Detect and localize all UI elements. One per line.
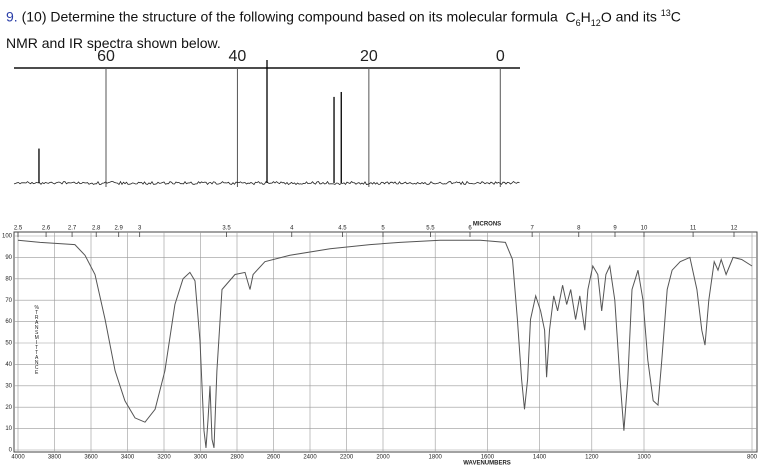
x-tick-label: 2400 (303, 455, 317, 461)
y-tick-label: 70 (5, 298, 12, 304)
top-tick-label: 9 (613, 226, 617, 232)
spectrum-line (17, 239, 753, 449)
x-tick-label: 0 (496, 48, 505, 65)
y-tick-label: 50 (5, 341, 12, 347)
top-tick-label: 4.5 (338, 226, 347, 232)
x-tick-label: 4000 (11, 455, 25, 461)
points: (10) (21, 8, 47, 25)
x-axis-label: WAVENUMBERS (463, 461, 511, 467)
x-tick-label: 2000 (376, 455, 390, 461)
y-tick-label: 20 (5, 405, 12, 411)
isotope: C (670, 8, 681, 25)
top-tick-label: 5.5 (426, 226, 435, 232)
y-axis-label: %TRANSMITTANCE (34, 305, 40, 375)
y-tick-label: 100 (2, 234, 13, 240)
x-tick-label: 3200 (157, 455, 171, 461)
top-tick-label: 3 (138, 226, 142, 232)
formula-part: 6 (575, 17, 581, 28)
top-tick-label: 8 (577, 226, 581, 232)
x-tick-label: 3800 (48, 455, 62, 461)
top-tick-label: 12 (731, 226, 738, 232)
top-tick-label: 2.6 (42, 226, 51, 232)
x-tick-label: 1000 (637, 455, 651, 461)
question-number: 9. (6, 8, 18, 25)
x-tick-label: 20 (360, 48, 378, 65)
x-tick-label: 800 (747, 455, 758, 461)
isotope-mass: 13 (660, 8, 671, 18)
y-tick-label: 60 (5, 319, 12, 325)
x-tick-label: 2800 (230, 455, 244, 461)
top-tick-label: 2.5 (14, 226, 23, 232)
formula-part: O (600, 8, 612, 25)
x-tick-label: 3000 (194, 455, 208, 461)
formula: C6H12O (565, 8, 612, 28)
top-tick-label: 11 (690, 226, 697, 232)
x-tick-label: 1600 (481, 455, 495, 461)
question-text: Determine the structure of the following… (50, 8, 558, 25)
formula-part: C (565, 8, 576, 25)
question-text: and its (615, 8, 657, 25)
y-tick-label: 90 (5, 255, 12, 261)
y-tick-label: 10 (5, 426, 12, 432)
x-tick-label: 3600 (84, 455, 98, 461)
top-tick-label: 5 (381, 226, 385, 232)
top-tick-label: 2.8 (92, 226, 101, 232)
top-tick-label: 4 (290, 226, 294, 232)
x-tick-label: 1800 (429, 455, 443, 461)
x-tick-label: 1200 (585, 455, 599, 461)
top-tick-label: 3.5 (222, 226, 231, 232)
x-tick-label: 2200 (340, 455, 354, 461)
top-tick-label: 7 (530, 226, 534, 232)
x-tick-label: 1400 (533, 455, 547, 461)
top-tick-label: 10 (641, 226, 648, 232)
formula-part: 12 (590, 17, 601, 28)
formula-part: H (580, 8, 591, 25)
x-tick-label: 3400 (121, 455, 135, 461)
question-line: 9. (10) Determine the structure of the f… (6, 3, 681, 33)
y-tick-label: 30 (5, 383, 12, 389)
top-tick-label: 6 (468, 226, 472, 232)
top-axis-label: MICRONS (473, 222, 501, 228)
top-tick-label: 2.9 (115, 226, 124, 232)
x-tick-label: 40 (229, 48, 247, 65)
question-line: NMR and IR spectra shown below. (6, 35, 221, 52)
y-tick-label: 80 (5, 276, 12, 282)
x-tick-label: 2600 (267, 455, 281, 461)
question: 9. (10) Determine the structure of the f… (6, 3, 681, 54)
x-tick-label: 60 (97, 48, 115, 65)
top-tick-label: 2.7 (68, 226, 77, 232)
y-tick-label: 0 (9, 448, 13, 454)
y-tick-label: 40 (5, 362, 12, 368)
plot-frame (13, 231, 758, 453)
